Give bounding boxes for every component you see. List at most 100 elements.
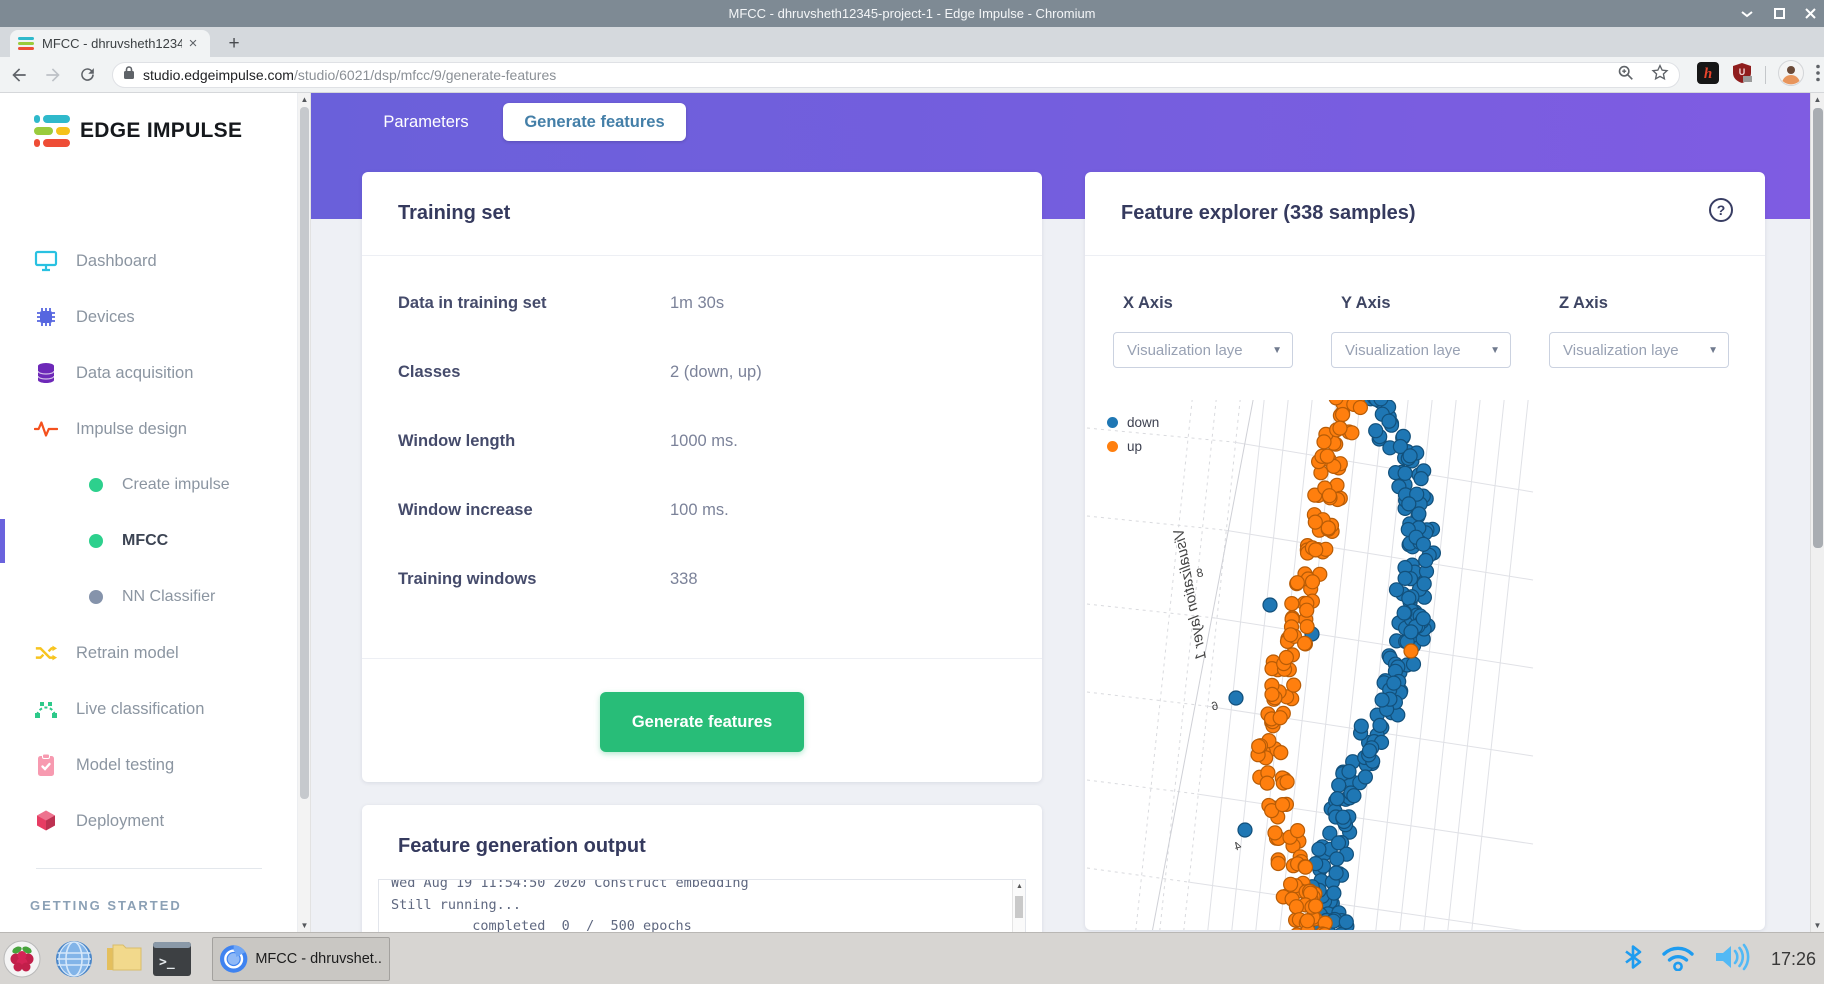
profile-avatar[interactable] xyxy=(1778,59,1804,91)
scatter-point-down xyxy=(1372,717,1388,733)
tab-close-icon[interactable]: × xyxy=(188,34,198,52)
console-scrollbar-thumb[interactable] xyxy=(1015,896,1023,918)
scatter-series-up xyxy=(1250,400,1419,930)
scroll-up-icon[interactable]: ▲ xyxy=(300,95,309,104)
row-value: 338 xyxy=(670,570,698,588)
legend-label: up xyxy=(1127,438,1143,454)
window-close-icon[interactable] xyxy=(1805,8,1816,19)
sidebar-item-create-impulse[interactable]: Create impulse xyxy=(0,457,298,513)
bookmark-star-icon[interactable] xyxy=(1651,63,1669,87)
table-row: Window increase 100 ms. xyxy=(362,476,1042,545)
row-label: Window increase xyxy=(398,501,533,519)
page-scrollbar[interactable]: ▲ ▼ xyxy=(1810,93,1824,932)
url-domain: studio.edgeimpulse.com xyxy=(143,67,294,83)
row-value: 2 (down, up) xyxy=(670,363,762,381)
select-value: Visualization laye xyxy=(1345,341,1461,359)
console-scrollbar[interactable]: ▲ xyxy=(1012,880,1025,932)
edge-impulse-logo[interactable]: EDGE IMPULSE xyxy=(34,115,242,147)
legend-item-down[interactable]: down xyxy=(1107,410,1159,434)
scroll-down-icon[interactable]: ▼ xyxy=(300,921,309,930)
select-value: Visualization laye xyxy=(1127,341,1243,359)
new-tab-button[interactable]: + xyxy=(228,33,240,54)
sidebar-item-dashboard[interactable]: Dashboard xyxy=(0,233,298,289)
scatter-series-down xyxy=(1228,400,1441,930)
bezier-icon xyxy=(34,697,58,721)
z-axis-select[interactable]: Visualization laye ▼ xyxy=(1549,332,1729,368)
scatter-point-up xyxy=(1267,825,1283,841)
sidebar-item-live-classification[interactable]: Live classification xyxy=(0,681,298,737)
scatter-point-down xyxy=(1403,624,1419,640)
browser-tab-active[interactable]: MFCC - dhruvsheth12345 × xyxy=(10,30,210,57)
raspberry-menu-icon[interactable] xyxy=(0,937,44,981)
reload-icon[interactable] xyxy=(72,60,102,90)
dot-icon xyxy=(84,473,108,497)
sidebar-nav: Dashboard Devices Data acquisition Impulse … xyxy=(0,233,298,849)
scroll-up-icon[interactable]: ▲ xyxy=(1016,883,1023,890)
sidebar-item-label: Model testing xyxy=(76,755,175,774)
feature-explorer-card: Feature explorer (338 samples) ? X Axis V… xyxy=(1085,172,1765,930)
y-axis-select[interactable]: Visualization laye ▼ xyxy=(1331,332,1511,368)
sidebar-item-nn-classifier[interactable]: NN Classifier xyxy=(0,569,298,625)
page-scrollbar-thumb[interactable] xyxy=(1813,108,1823,548)
chevron-down-icon: ▼ xyxy=(1708,344,1718,356)
scatter-point-up xyxy=(1286,677,1302,693)
axis-column: X Axis Visualization laye ▼ xyxy=(1113,294,1293,368)
window-maximize-icon[interactable] xyxy=(1774,8,1785,19)
scatter-point-down xyxy=(1397,570,1413,586)
card-divider xyxy=(362,658,1042,659)
monitor-icon xyxy=(34,249,58,273)
scroll-up-icon[interactable]: ▲ xyxy=(1813,95,1822,104)
scatter-point-down xyxy=(1322,825,1338,841)
scatter-point-up xyxy=(1403,643,1419,659)
extension-shield-icon[interactable]: U xyxy=(1731,62,1753,89)
wifi-icon[interactable] xyxy=(1659,943,1697,976)
sidebar-scrollbar[interactable]: ▲ ▼ xyxy=(298,93,311,932)
volume-icon[interactable] xyxy=(1713,942,1755,977)
web-browser-icon[interactable] xyxy=(52,937,96,981)
back-icon[interactable] xyxy=(4,60,34,90)
sidebar-item-deployment[interactable]: Deployment xyxy=(0,793,298,849)
sidebar-item-mfcc[interactable]: MFCC xyxy=(0,513,298,569)
file-manager-icon[interactable] xyxy=(102,937,146,981)
sidebar-item-retrain-model[interactable]: Retrain model xyxy=(0,625,298,681)
browser-toolbar: studio.edgeimpulse.com/studio/6021/dsp/m… xyxy=(0,57,1824,93)
window-shade-icon[interactable] xyxy=(1740,9,1754,19)
sidebar-item-label: MFCC xyxy=(122,532,169,549)
sidebar-item-data-acquisition[interactable]: Data acquisition xyxy=(0,345,298,401)
feature-scatter-plot[interactable]: Visualization layer 18 6 4 xyxy=(1085,400,1605,930)
help-icon[interactable]: ? xyxy=(1709,198,1733,222)
active-indicator xyxy=(0,519,5,563)
table-row: Data in training set 1m 30s xyxy=(362,269,1042,338)
scatter-point-up xyxy=(1264,686,1280,702)
x-axis-select[interactable]: Visualization laye ▼ xyxy=(1113,332,1293,368)
sidebar-item-devices[interactable]: Devices xyxy=(0,289,298,345)
terminal-icon[interactable]: >_ xyxy=(150,937,194,981)
scatter-point-up xyxy=(1328,400,1344,406)
forward-icon[interactable] xyxy=(38,60,68,90)
generate-features-button[interactable]: Generate features xyxy=(600,692,804,752)
scatter-point-down xyxy=(1392,438,1408,455)
sidebar-scrollbar-thumb[interactable] xyxy=(300,107,309,799)
extension-h-icon[interactable]: h xyxy=(1697,61,1719,89)
browser-menu-icon[interactable] xyxy=(1816,64,1820,87)
sidebar-item-model-testing[interactable]: Model testing xyxy=(0,737,298,793)
scatter-point-up xyxy=(1279,774,1295,790)
table-row: Training windows 338 xyxy=(362,545,1042,614)
url-path: /studio/6021/dsp/mfcc/9/generate-feature… xyxy=(293,67,557,83)
sidebar-item-impulse-design[interactable]: Impulse design xyxy=(0,401,298,457)
bluetooth-icon[interactable] xyxy=(1623,943,1643,976)
zoom-page-icon[interactable] xyxy=(1617,64,1635,87)
tab-generate-features[interactable]: Generate features xyxy=(503,103,686,141)
plot-grid xyxy=(1086,400,1534,930)
legend-item-up[interactable]: up xyxy=(1107,434,1159,458)
scatter-point-down xyxy=(1409,486,1425,502)
svg-text:4: 4 xyxy=(1233,838,1243,853)
taskbar-window-button[interactable]: MFCC - dhruvshet... xyxy=(212,937,390,981)
url-bar[interactable]: studio.edgeimpulse.com/studio/6021/dsp/m… xyxy=(112,62,1680,88)
window-titlebar[interactable]: MFCC - dhruvsheth12345-project-1 - Edge … xyxy=(0,0,1824,27)
scroll-down-icon[interactable]: ▼ xyxy=(1813,921,1822,930)
console-output[interactable]: Wed Aug 19 11:54:50 2020 Construct embed… xyxy=(378,879,1026,932)
tab-parameters[interactable]: Parameters xyxy=(383,112,469,131)
scatter-point-down xyxy=(1361,743,1378,759)
scatter-point-up xyxy=(1307,514,1323,530)
